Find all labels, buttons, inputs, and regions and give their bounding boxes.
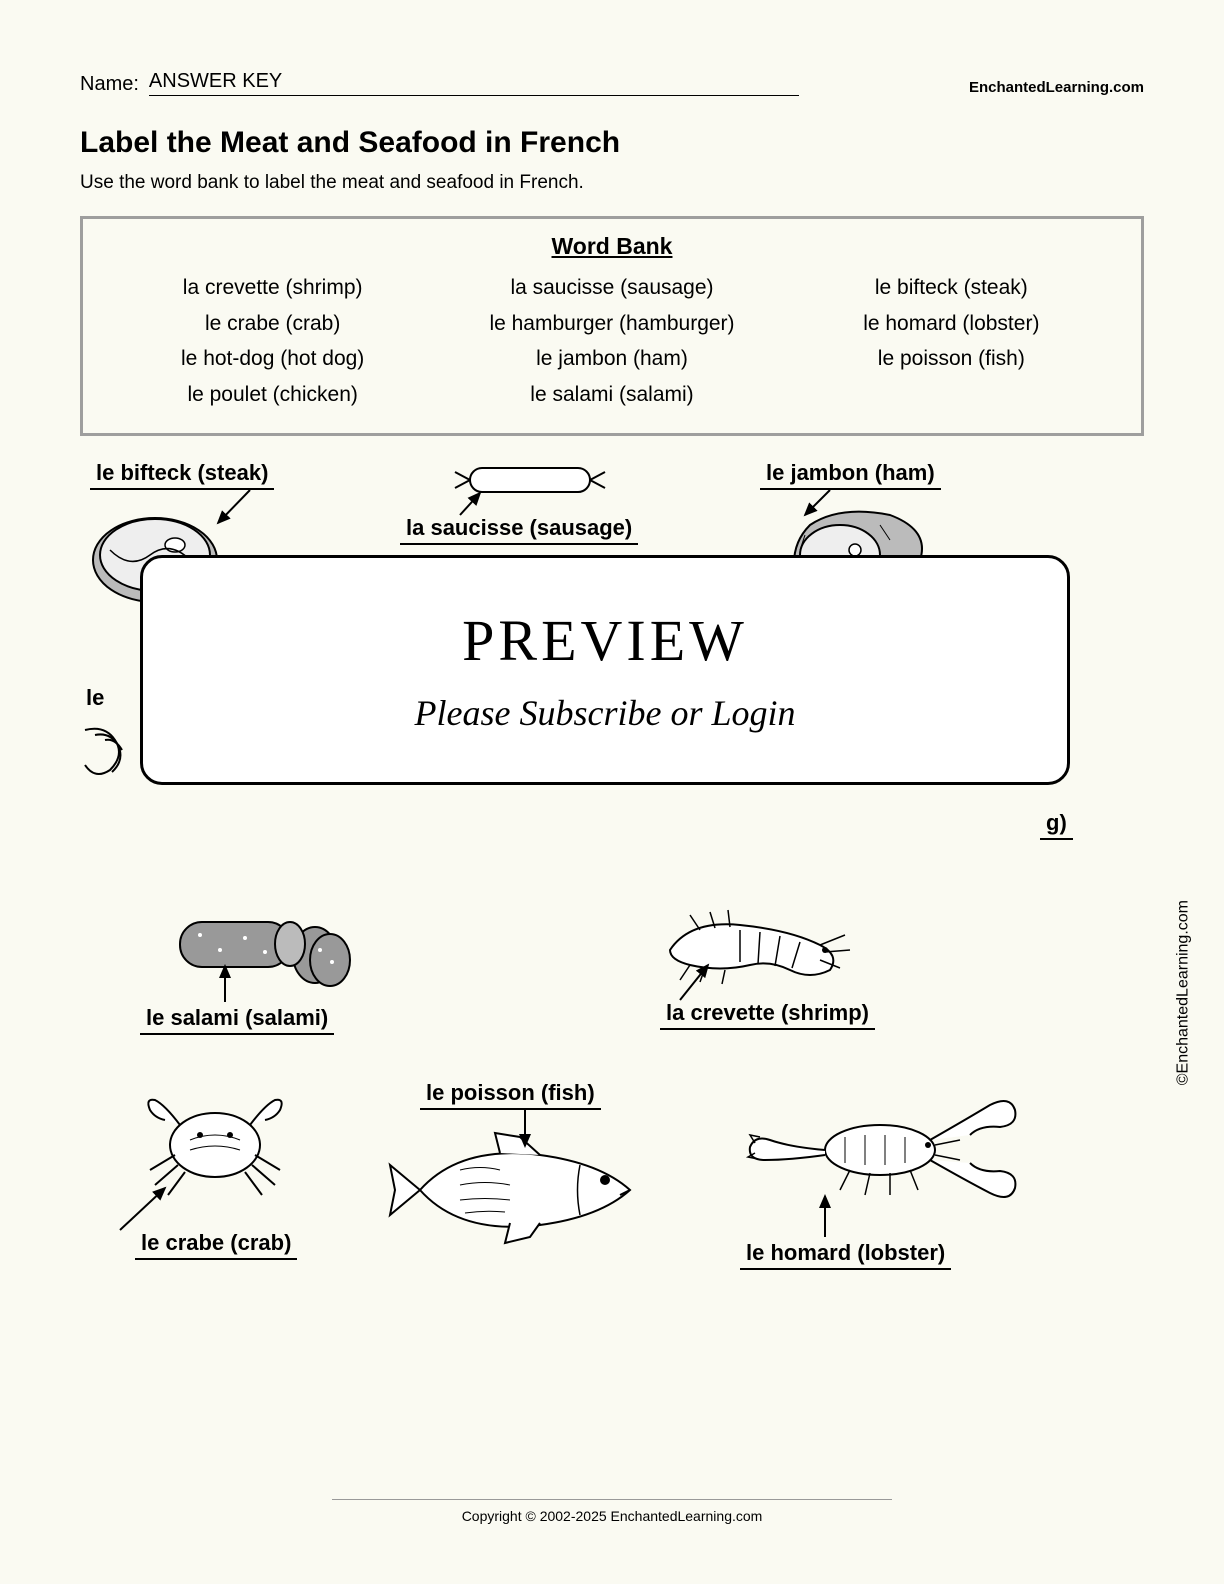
preview-overlay: PREVIEW Please Subscribe or Login — [140, 555, 1070, 785]
word-bank-item: le bifteck (steak) — [782, 270, 1121, 306]
answer-ham: le jambon (ham) — [760, 460, 941, 490]
page-title: Label the Meat and Seafood in French — [80, 126, 1144, 160]
salami-icon — [160, 900, 360, 990]
header-row: Name: ANSWER KEY EnchantedLearning.com — [80, 70, 1144, 96]
footer: Copyright © 2002-2025 EnchantedLearning.… — [0, 1499, 1224, 1524]
word-bank-item: le poulet (chicken) — [103, 377, 442, 413]
answer-partial-left: le — [80, 685, 110, 713]
answer-steak: le bifteck (steak) — [90, 460, 274, 490]
word-bank-item: le salami (salami) — [442, 377, 781, 413]
instructions: Use the word bank to label the meat and … — [80, 172, 1144, 194]
sausage-icon — [440, 460, 620, 500]
word-bank-item: la saucisse (sausage) — [442, 270, 781, 306]
word-bank: Word Bank la crevette (shrimp) le crabe … — [80, 216, 1144, 436]
answer-salami: le salami (salami) — [140, 1005, 334, 1035]
name-value: ANSWER KEY — [149, 70, 799, 96]
word-bank-item: le poisson (fish) — [782, 341, 1121, 377]
answer-sausage: la saucisse (sausage) — [400, 515, 638, 545]
word-bank-item: le hamburger (hamburger) — [442, 306, 781, 342]
footer-text: Copyright © 2002-2025 EnchantedLearning.… — [462, 1508, 763, 1524]
name-field: Name: ANSWER KEY — [80, 70, 799, 96]
answer-crab: le crabe (crab) — [135, 1230, 297, 1260]
word-bank-col-2: la saucisse (sausage) le hamburger (hamb… — [442, 270, 781, 413]
name-label: Name: — [80, 73, 139, 96]
fish-icon — [380, 1115, 660, 1265]
word-bank-item: le hot-dog (hot dog) — [103, 341, 442, 377]
word-bank-item: le crabe (crab) — [103, 306, 442, 342]
word-bank-title: Word Bank — [103, 233, 1121, 260]
side-copyright: ©EnchantedLearning.com — [1174, 900, 1192, 1085]
answer-lobster: le homard (lobster) — [740, 1240, 951, 1270]
word-bank-col-1: la crevette (shrimp) le crabe (crab) le … — [103, 270, 442, 413]
crab-icon — [130, 1080, 300, 1210]
word-bank-columns: la crevette (shrimp) le crabe (crab) le … — [103, 270, 1121, 413]
shrimp-icon — [640, 890, 860, 990]
answer-fish: le poisson (fish) — [420, 1080, 601, 1110]
answer-shrimp: la crevette (shrimp) — [660, 1000, 875, 1030]
preview-title: PREVIEW — [462, 607, 748, 674]
word-bank-col-3: le bifteck (steak) le homard (lobster) l… — [782, 270, 1121, 413]
word-bank-item: la crevette (shrimp) — [103, 270, 442, 306]
answer-partial-right: g) — [1040, 810, 1073, 840]
word-bank-item: le homard (lobster) — [782, 306, 1121, 342]
preview-subtitle: Please Subscribe or Login — [415, 692, 796, 734]
site-url: EnchantedLearning.com — [969, 79, 1144, 96]
word-bank-item: le jambon (ham) — [442, 341, 781, 377]
lobster-icon — [730, 1065, 1030, 1225]
